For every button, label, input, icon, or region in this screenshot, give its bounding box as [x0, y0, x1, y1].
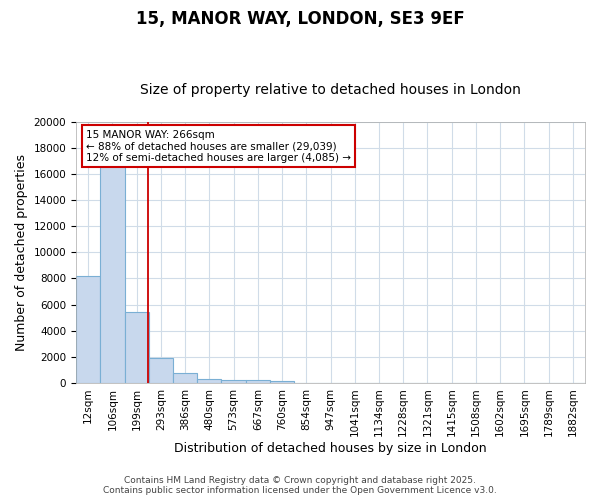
Text: Contains HM Land Registry data © Crown copyright and database right 2025.
Contai: Contains HM Land Registry data © Crown c…	[103, 476, 497, 495]
Bar	[76, 276, 100, 383]
Text: 15 MANOR WAY: 266sqm
← 88% of detached houses are smaller (29,039)
12% of semi-d: 15 MANOR WAY: 266sqm ← 88% of detached h…	[86, 130, 351, 163]
Y-axis label: Number of detached properties: Number of detached properties	[15, 154, 28, 351]
X-axis label: Distribution of detached houses by size in London: Distribution of detached houses by size …	[174, 442, 487, 455]
Bar	[173, 373, 197, 383]
Bar	[245, 380, 270, 383]
Bar	[197, 379, 221, 383]
Bar	[100, 165, 125, 383]
Bar	[270, 381, 294, 383]
Bar	[125, 312, 149, 383]
Bar	[221, 380, 245, 383]
Text: 15, MANOR WAY, LONDON, SE3 9EF: 15, MANOR WAY, LONDON, SE3 9EF	[136, 10, 464, 28]
Title: Size of property relative to detached houses in London: Size of property relative to detached ho…	[140, 83, 521, 97]
Bar	[149, 358, 173, 383]
